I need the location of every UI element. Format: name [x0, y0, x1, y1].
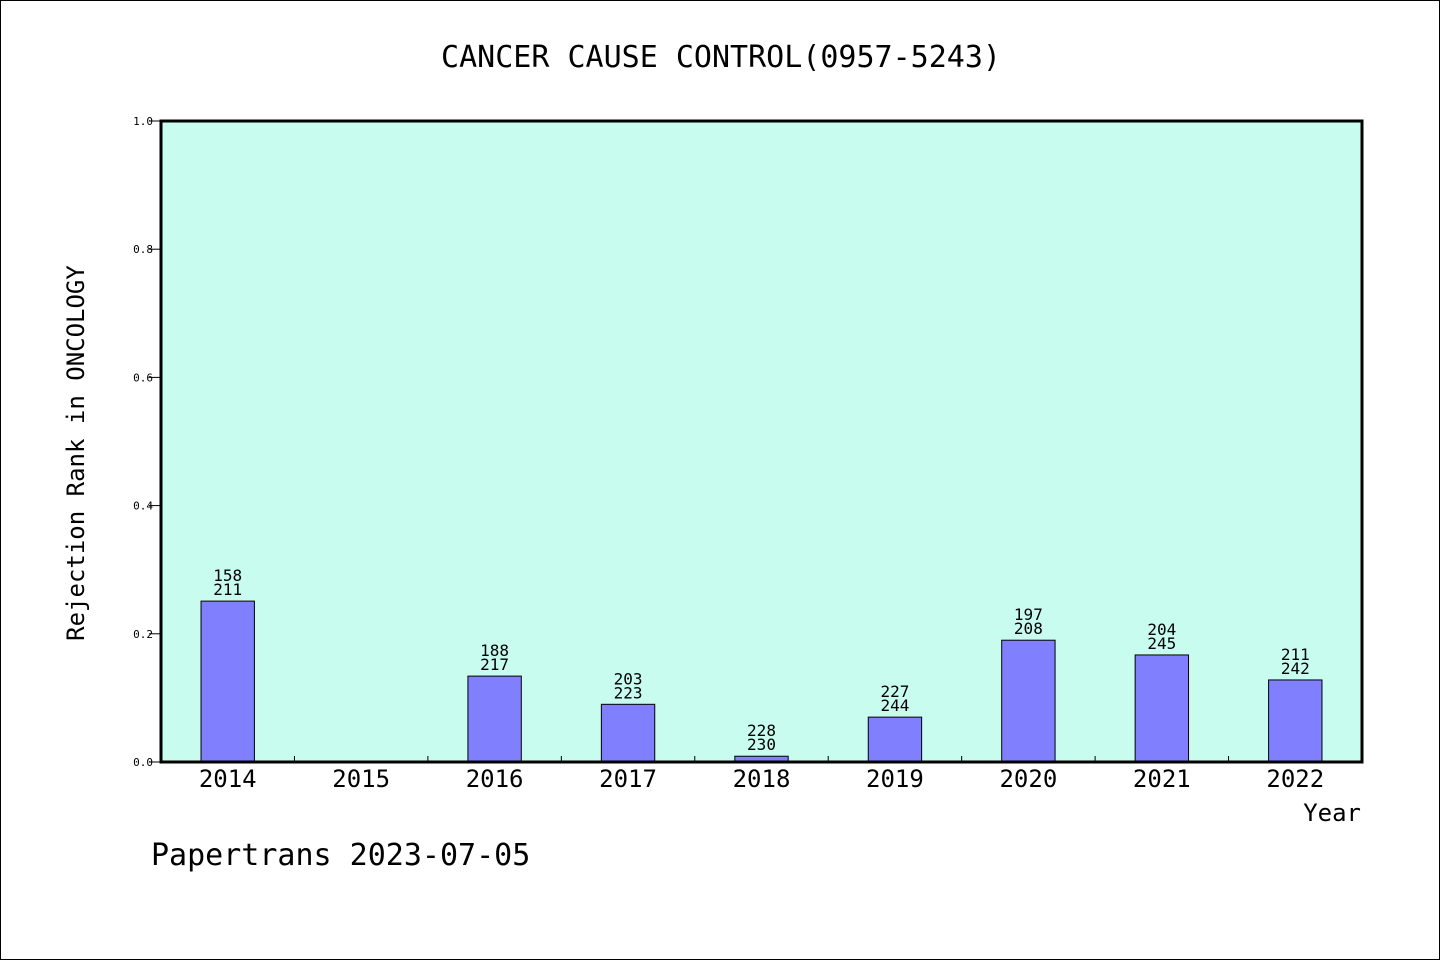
bar-label-top: 158 — [213, 566, 242, 585]
bar — [1134, 654, 1190, 763]
x-tick-label: 2015 — [332, 765, 390, 793]
y-axis-label: Rejection Rank in ONCOLOGY — [62, 265, 90, 641]
x-tick-label: 2021 — [1133, 765, 1191, 793]
bar-label-top: 204 — [1147, 620, 1176, 639]
bar-label-top: 188 — [480, 641, 509, 660]
bar — [600, 703, 656, 763]
x-axis-label: Year — [1303, 799, 1361, 827]
y-tick-label: 0.0 — [133, 756, 153, 769]
plot-border — [159, 119, 1364, 764]
x-tick-label: 2020 — [999, 765, 1057, 793]
bar-label-bottom: 211 — [213, 580, 242, 599]
bars — [200, 600, 1323, 763]
bar-label-top: 197 — [1014, 605, 1043, 624]
bar-label-top: 228 — [747, 721, 776, 740]
x-tick-label: 2022 — [1266, 765, 1324, 793]
x-tick-label: 2016 — [466, 765, 524, 793]
y-axis: 0.0 0.2 0.4 0.6 0.8 1.0 — [133, 115, 161, 769]
y-tick-label: 0.8 — [133, 243, 153, 256]
x-axis: 2014 2015 2016 2017 2018 2019 2020 2021 2022 — [199, 756, 1324, 793]
x-tick-label: 2019 — [866, 765, 924, 793]
chart-title: CANCER CAUSE CONTROL(0957-5243) — [441, 40, 1001, 75]
bar-label-bottom: 217 — [480, 655, 509, 674]
bar-label-top: 203 — [614, 669, 643, 688]
bar — [467, 675, 522, 763]
bar — [200, 600, 255, 763]
bar-label-top: 227 — [880, 682, 909, 701]
y-tick-label: 1.0 — [133, 115, 153, 128]
bar-label-bottom: 230 — [747, 735, 776, 754]
bar-label-bottom: 245 — [1147, 634, 1176, 653]
bar — [867, 716, 923, 763]
y-tick-label: 0.4 — [133, 500, 153, 513]
y-tick-label: 0.2 — [133, 628, 153, 641]
y-tick-label: 0.6 — [133, 371, 153, 384]
bar-label-bottom: 244 — [880, 696, 909, 715]
x-tick-label: 2018 — [733, 765, 791, 793]
bar — [1268, 679, 1323, 763]
bar — [1001, 639, 1056, 763]
bar-label-bottom: 223 — [614, 683, 643, 702]
x-tick-label: 2014 — [199, 765, 257, 793]
x-tick-label: 2017 — [599, 765, 657, 793]
bar-label-top: 211 — [1281, 645, 1310, 664]
footer-text: Papertrans 2023-07-05 — [151, 838, 530, 873]
bar-label-bottom: 208 — [1014, 619, 1043, 638]
bar-label-bottom: 242 — [1281, 659, 1310, 678]
